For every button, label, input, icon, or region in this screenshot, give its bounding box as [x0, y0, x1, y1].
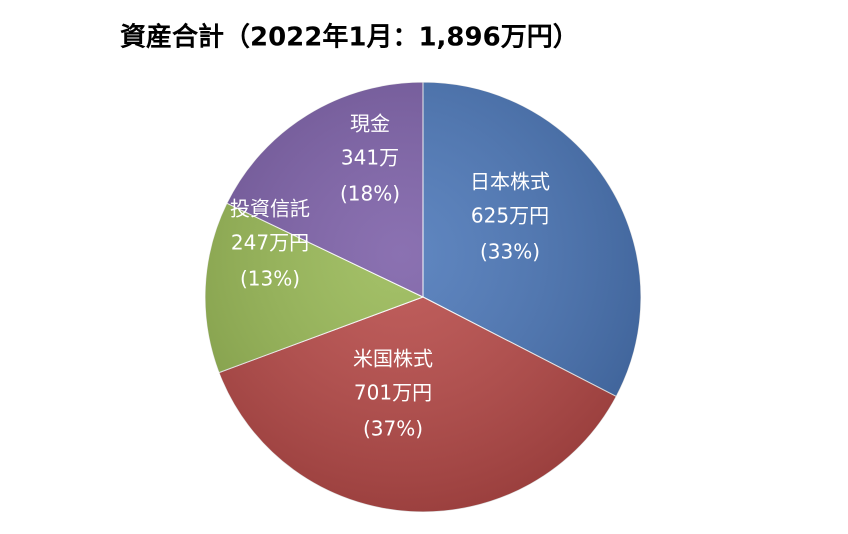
chart-title: 資産合計（2022年1月：1,896万円）: [120, 22, 579, 53]
slice-category: 投資信託: [230, 197, 310, 221]
slice-percent-label: (33%): [480, 240, 540, 264]
slice-category: 米国株式: [353, 347, 433, 371]
slice-percent-label: (13%): [240, 267, 300, 291]
slice-category: 日本株式: [470, 170, 550, 194]
slice-percent-label: (18%): [340, 182, 400, 206]
slice-value-label: 625万円: [471, 204, 549, 228]
slice-value-label: 247万円: [231, 231, 309, 255]
slice-category: 現金: [350, 112, 390, 136]
slice-value-label: 701万円: [354, 381, 432, 405]
slice-value-label: 341万: [341, 146, 399, 170]
slice-percent-label: (37%): [363, 417, 423, 441]
